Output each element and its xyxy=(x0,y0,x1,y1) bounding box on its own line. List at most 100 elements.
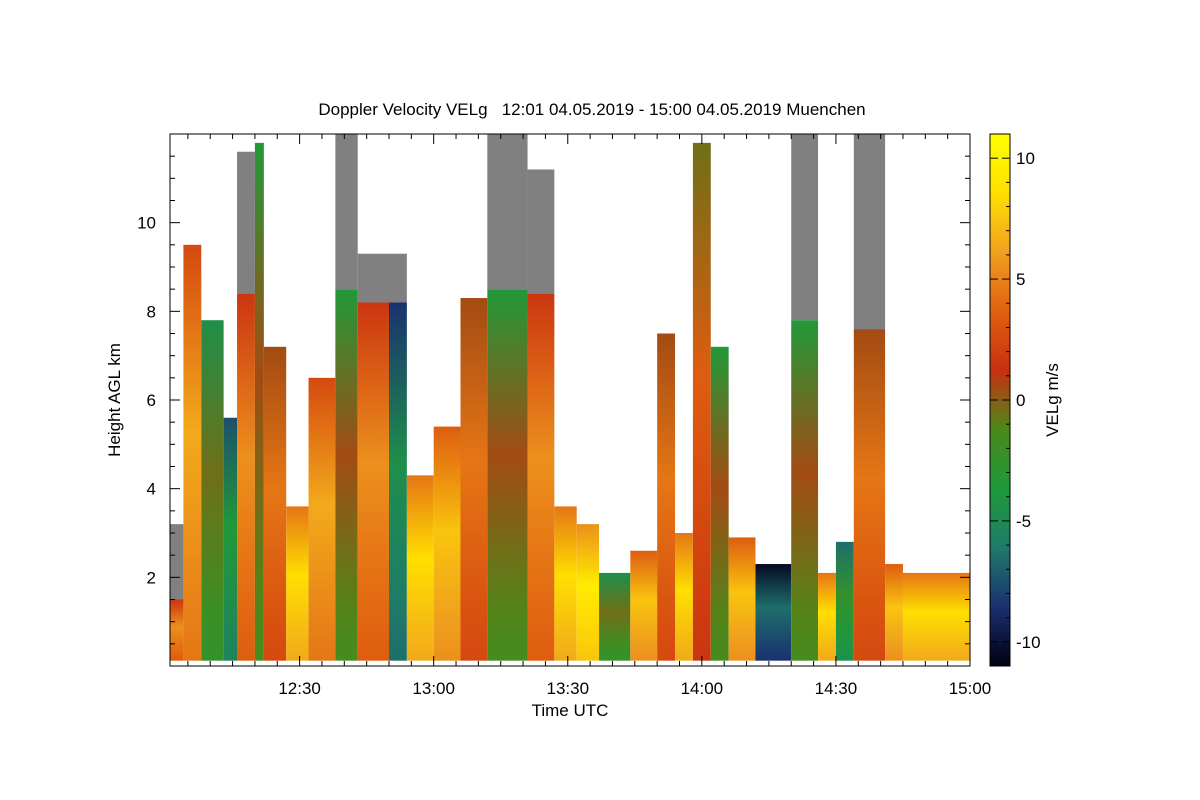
velocity-column xyxy=(254,142,264,661)
velocity-column-body xyxy=(885,564,903,661)
velocity-column-body xyxy=(710,346,729,661)
velocity-columns xyxy=(170,134,970,661)
velocity-column-body xyxy=(527,293,555,661)
velocity-column xyxy=(183,244,202,661)
velocity-column-body xyxy=(675,533,693,661)
velocity-column xyxy=(710,346,729,661)
velocity-column-body xyxy=(902,572,970,661)
masked-region xyxy=(357,253,389,303)
axis-ticks: 12:30 13:00 13:30 14:00 14:30 15:00 2 4 6 8 10 xyxy=(137,134,991,698)
velocity-column xyxy=(576,524,600,661)
x-tick-label: 13:30 xyxy=(546,679,589,698)
velocity-column xyxy=(357,253,389,661)
colorbar-ticks: 10 5 0 -5 -10 xyxy=(990,149,1041,652)
velocity-column-body xyxy=(630,550,658,661)
masked-region xyxy=(791,134,819,321)
x-tick-label: 12:30 xyxy=(278,679,321,698)
velocity-column-body xyxy=(487,289,528,661)
velocity-column xyxy=(630,550,658,661)
velocity-column xyxy=(657,333,676,661)
masked-region xyxy=(237,151,255,294)
masked-region xyxy=(335,134,358,290)
y-tick-label: 4 xyxy=(147,480,156,499)
velocity-column xyxy=(728,537,756,661)
velocity-column-body xyxy=(286,506,309,661)
velocity-column xyxy=(223,417,238,661)
velocity-column xyxy=(170,524,184,661)
velocity-column-body xyxy=(728,537,756,661)
colorbar-tick-label: 10 xyxy=(1016,149,1035,168)
velocity-column-body xyxy=(433,426,461,661)
velocity-column-body xyxy=(170,599,184,661)
velocity-column xyxy=(554,506,577,661)
velocity-column xyxy=(675,533,693,661)
velocity-column-body xyxy=(183,244,202,661)
velocity-column xyxy=(308,377,336,661)
velocity-column xyxy=(460,298,488,661)
velocity-column xyxy=(791,134,819,661)
velocity-column xyxy=(201,320,224,661)
colorbar-tick-label: -10 xyxy=(1016,633,1041,652)
plot-area: 12:30 13:00 13:30 14:00 14:30 15:00 2 4 6 8 10 xyxy=(137,133,991,698)
velocity-column-body xyxy=(335,289,358,661)
velocity-column xyxy=(433,426,461,661)
velocity-column xyxy=(902,572,970,661)
velocity-column-body xyxy=(388,302,407,661)
colorbar-tick-label: 0 xyxy=(1016,391,1025,410)
y-tick-label: 10 xyxy=(137,214,156,233)
velocity-column-body xyxy=(554,506,577,661)
velocity-column-body xyxy=(755,564,792,661)
velocity-column-body xyxy=(692,142,711,661)
velocity-column-body xyxy=(237,293,255,661)
velocity-column xyxy=(406,475,434,661)
velocity-column xyxy=(263,346,287,661)
x-axis-title: Time UTC xyxy=(532,701,609,720)
velocity-column xyxy=(818,572,836,661)
velocity-column xyxy=(335,134,358,661)
colorbar: 10 5 0 -5 -10 VELg m/s xyxy=(989,133,1062,667)
velocity-column-body xyxy=(357,302,389,661)
velocity-column xyxy=(835,541,854,661)
x-tick-label: 14:30 xyxy=(815,679,858,698)
y-tick-label: 6 xyxy=(147,391,156,410)
velocity-column xyxy=(388,253,407,661)
velocity-column xyxy=(853,134,886,661)
velocity-column-body xyxy=(576,524,600,661)
velocity-column-body xyxy=(818,572,836,661)
velocity-column xyxy=(692,142,711,661)
chart-title: Doppler Velocity VELg 12:01 04.05.2019 -… xyxy=(318,100,865,119)
velocity-column-body xyxy=(201,320,224,661)
velocity-column-body xyxy=(460,298,488,661)
colorbar-tick-label: -5 xyxy=(1016,512,1031,531)
masked-region xyxy=(170,524,184,600)
velocity-column xyxy=(527,169,555,661)
velocity-column-body xyxy=(853,329,886,661)
x-tick-label: 13:00 xyxy=(412,679,455,698)
velocity-column xyxy=(237,151,255,661)
colorbar-title: VELg m/s xyxy=(1043,363,1062,437)
masked-region xyxy=(527,169,555,294)
masked-region xyxy=(853,134,886,330)
velocity-column-body xyxy=(657,333,676,661)
velocity-column-body xyxy=(791,320,819,661)
masked-region xyxy=(487,134,528,290)
x-tick-label: 15:00 xyxy=(949,679,992,698)
velocity-column xyxy=(755,564,792,661)
velocity-column-body xyxy=(599,572,631,661)
velocity-column xyxy=(286,506,309,661)
velocity-column-body xyxy=(254,142,264,661)
velocity-column xyxy=(885,564,903,661)
velocity-column xyxy=(487,134,528,661)
velocity-column-body xyxy=(308,377,336,661)
colorbar-tick-label: 5 xyxy=(1016,270,1025,289)
masked-region xyxy=(388,253,407,303)
y-tick-label: 8 xyxy=(147,302,156,321)
velocity-column-body xyxy=(223,417,238,661)
velocity-column xyxy=(599,572,631,661)
x-tick-label: 14:00 xyxy=(681,679,724,698)
velocity-column-body xyxy=(406,475,434,661)
velocity-column-body xyxy=(263,346,287,661)
y-tick-label: 2 xyxy=(147,568,156,587)
velocity-column-body xyxy=(835,541,854,661)
